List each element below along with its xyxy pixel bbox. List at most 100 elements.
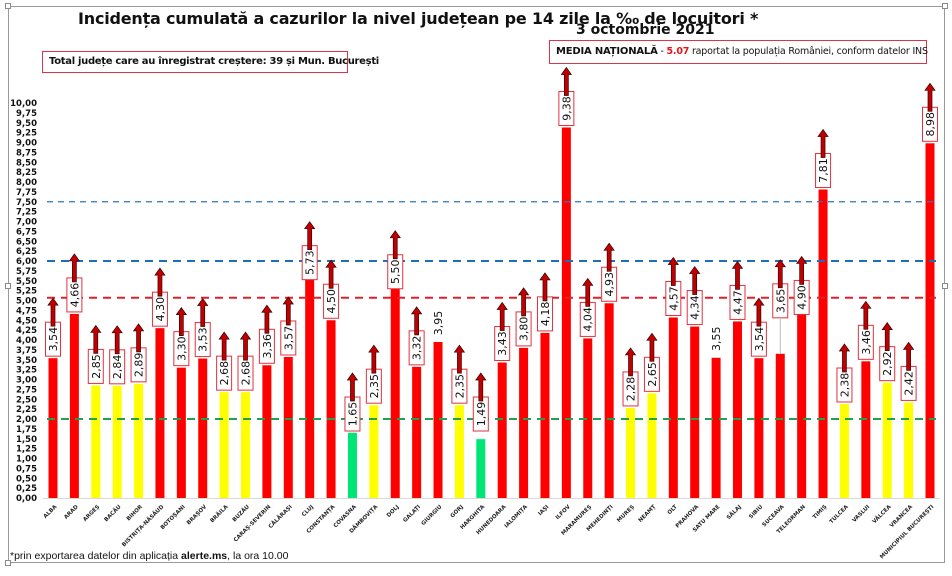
x-tick-label: BRĂILA (209, 503, 230, 524)
x-tick-label: BIHOR (126, 504, 145, 523)
resize-handle-right[interactable] (942, 283, 948, 289)
increase-arrow-icon (47, 297, 59, 327)
value-label: 3,53 (194, 297, 211, 358)
x-tick-label: TULCEA (829, 504, 851, 526)
footnote-prefix: *prin exportarea datelor din aplicația (10, 550, 182, 562)
value-label-text: 2,28 (625, 377, 638, 402)
y-tick-label: 4,50 (16, 316, 37, 326)
y-tick-label: 5,00 (16, 297, 37, 307)
y-tick-label: 5,50 (16, 277, 37, 287)
value-label: 3,30 (173, 307, 190, 367)
value-label: 2,35 (451, 344, 468, 404)
total-increase-box: Total județe care au înregistrat creșter… (42, 51, 379, 73)
value-label-text: 3,57 (282, 326, 295, 351)
value-label: 3,43 (494, 301, 511, 362)
value-label: 4,18 (536, 272, 553, 332)
y-tick-label: 7,00 (16, 218, 37, 228)
y-tick-label: 3,50 (16, 356, 37, 366)
value-label: 3,57 (280, 296, 297, 356)
y-tick-label: 2,00 (16, 415, 37, 425)
value-label: 2,68 (216, 331, 233, 391)
y-tick-label: 3,75 (16, 346, 37, 356)
x-tick-label: NEAMȚ (638, 504, 658, 524)
value-label: 8,98 (922, 82, 938, 142)
increase-arrow-icon (496, 301, 508, 331)
value-label: 3,65 (772, 259, 789, 354)
value-label-text: 2,65 (646, 362, 659, 387)
bar-maramureș (583, 338, 593, 498)
y-tick-label: 4,00 (16, 336, 37, 346)
value-label-text: 3,80 (518, 317, 531, 342)
value-label-text: 3,95 (432, 311, 445, 336)
value-label-text: 3,55 (710, 327, 723, 352)
resize-handle-top-left[interactable] (5, 3, 11, 9)
resize-handle-left[interactable] (5, 283, 11, 289)
y-tick-label: 1,75 (16, 425, 37, 435)
value-label: 3,46 (857, 300, 874, 360)
increase-arrow-icon (924, 82, 936, 112)
value-label-text: 2,35 (453, 374, 466, 399)
increase-arrow-icon (774, 259, 786, 289)
value-label-text: 5,50 (389, 260, 402, 285)
y-tick-label: 0,50 (16, 474, 37, 484)
x-tick-label: MUREȘ (616, 504, 636, 524)
x-tick-label: VASLUI (851, 504, 871, 524)
x-tick-label: GALAȚI (402, 504, 422, 524)
bar-caraș-severin (262, 365, 272, 498)
bar-tulcea (839, 403, 849, 498)
value-label: 4,57 (665, 256, 682, 316)
value-label: 4,93 (601, 242, 618, 302)
value-label: 4,34 (686, 265, 703, 326)
value-label: 3,36 (258, 304, 275, 364)
bar-mureș (626, 407, 636, 498)
increase-arrow-icon (881, 322, 893, 352)
y-tick-label: 8,00 (16, 178, 37, 188)
y-tick-label: 4,25 (16, 326, 37, 336)
x-tick-label: CARAȘ-SEVERIN (233, 504, 273, 544)
increase-arrow-icon (282, 296, 294, 326)
bar-alba (48, 358, 58, 498)
bar-giurgiu (433, 341, 443, 498)
value-label-text: 3,32 (411, 336, 424, 361)
bar-sălaj (732, 321, 742, 498)
x-tick-label: IALOMIȚA (504, 504, 530, 530)
bar-teleorman (797, 304, 807, 498)
bar-iași (540, 332, 550, 498)
resize-handle-bottom-left[interactable] (5, 560, 11, 566)
y-tick-label: 0,00 (16, 494, 37, 504)
resize-handle-top-right[interactable] (942, 3, 948, 9)
value-label-text: 2,68 (240, 361, 253, 386)
increase-arrow-icon (90, 324, 102, 354)
x-tick-label: BUZĂU (231, 503, 251, 523)
bar-sibiu (754, 358, 764, 498)
bar-călărași (283, 356, 293, 498)
value-label-text: 4,30 (154, 297, 167, 322)
value-label: 1,49 (472, 372, 489, 432)
bar-harghita (476, 439, 486, 498)
national-average-value: 5.07 (666, 46, 690, 57)
increase-arrow-icon (539, 272, 551, 302)
increase-arrow-icon (517, 287, 530, 317)
y-axis: 0,000,250,500,751,001,251,501,752,002,25… (10, 99, 37, 504)
x-tick-label: SIBIU (748, 504, 764, 520)
increase-arrow-icon (218, 331, 230, 361)
y-tick-label: 2,25 (16, 405, 37, 415)
bar-dâmbovița (369, 405, 379, 498)
bar-bistrița-năsăud (155, 328, 165, 498)
y-tick-label: 8,50 (16, 158, 37, 168)
value-label-text: 1,49 (475, 402, 488, 427)
value-label-text: 4,04 (582, 307, 595, 332)
value-label: 2,84 (109, 325, 126, 385)
value-label: 2,28 (622, 347, 639, 407)
value-label: 4,50 (323, 259, 340, 319)
increase-arrow-icon (68, 253, 81, 283)
value-label: 2,38 (836, 343, 853, 403)
increase-arrow-icon (325, 259, 337, 289)
value-label: 2,65 (643, 332, 660, 392)
x-tick-label: ARAD (63, 504, 80, 521)
y-tick-label: 9,50 (16, 119, 37, 129)
x-tick-label: BISTRIȚA-NĂSĂUD (120, 503, 165, 548)
chart-date: 3 octombrie 2021 (576, 22, 715, 38)
bar-botoșani (176, 367, 186, 498)
x-tick-label: IAȘI (537, 504, 550, 517)
